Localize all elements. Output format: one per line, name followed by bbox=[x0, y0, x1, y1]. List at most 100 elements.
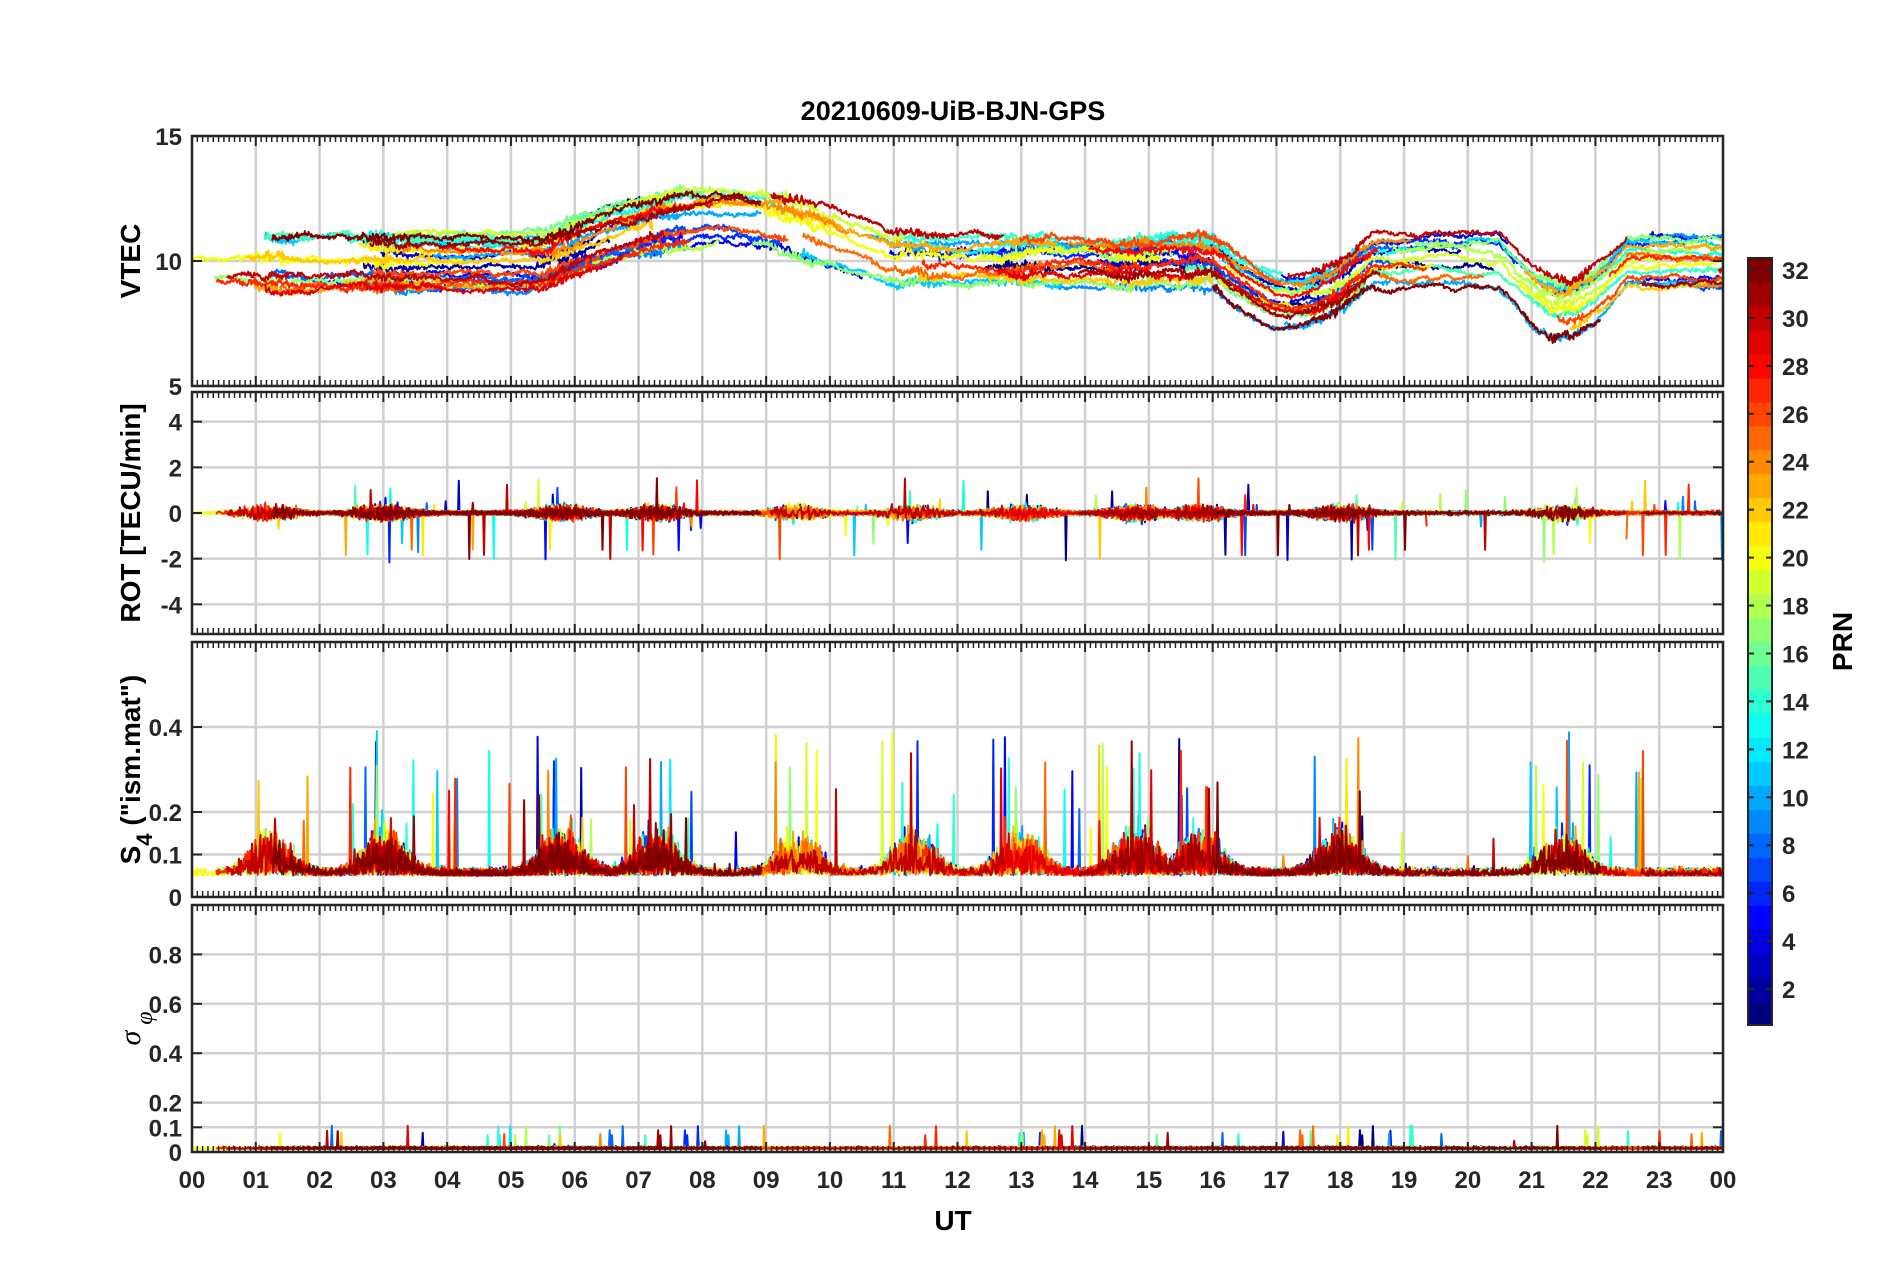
colorbar-segment-5 bbox=[1748, 905, 1772, 930]
sigma_phi-y-tick-label: 0.2 bbox=[149, 1091, 182, 1118]
rot-y-tick-label: 0 bbox=[169, 501, 182, 528]
prn-30-track bbox=[1287, 229, 1628, 287]
x-tick-label: 19 bbox=[1391, 1167, 1418, 1194]
colorbar-segment-1 bbox=[1748, 1001, 1772, 1026]
colorbar-label: PRN bbox=[1827, 612, 1858, 671]
colorbar-tick-label: 18 bbox=[1782, 594, 1809, 621]
colorbar-tick-label: 8 bbox=[1782, 833, 1795, 860]
prn-23-track bbox=[692, 1124, 1059, 1150]
prn-24-track bbox=[1689, 283, 1723, 289]
colorbar-segment-13 bbox=[1748, 713, 1772, 738]
sigma_phi-y-tick-label: 0.1 bbox=[149, 1115, 182, 1142]
prn-32-track bbox=[1211, 282, 1602, 345]
rot-y-tick-label: -2 bbox=[161, 547, 182, 574]
prn-32-track bbox=[1211, 781, 1602, 877]
x-tick-label: 00 bbox=[1710, 1167, 1737, 1194]
colorbar-segment-3 bbox=[1748, 953, 1772, 978]
colorbar-segment-19 bbox=[1748, 569, 1772, 595]
prn-26-track bbox=[1019, 228, 1283, 286]
x-tick-label: 06 bbox=[561, 1167, 588, 1194]
x-tick-label: 01 bbox=[242, 1167, 269, 1194]
prn-23-track bbox=[1523, 240, 1723, 298]
prn-19-track bbox=[1225, 761, 1693, 877]
s4-y-label: S4 ("ism.mat") bbox=[115, 675, 157, 865]
colorbar-segment-21 bbox=[1748, 521, 1772, 547]
prn-26-track bbox=[1556, 272, 1723, 326]
prn-31-track bbox=[1077, 503, 1381, 522]
rot-y-tick-label: -4 bbox=[161, 592, 183, 619]
x-tick-label: 23 bbox=[1646, 1167, 1673, 1194]
x-tick-label: 03 bbox=[370, 1167, 397, 1194]
colorbar-tick-label: 20 bbox=[1782, 546, 1809, 573]
rot-y-tick-label: 2 bbox=[169, 455, 182, 482]
prn-30-track bbox=[226, 483, 665, 560]
x-tick-label: 08 bbox=[689, 1167, 716, 1194]
colorbar-tick-label: 12 bbox=[1782, 737, 1809, 764]
x-tick-label: 05 bbox=[498, 1167, 525, 1194]
colorbar-segment-31 bbox=[1748, 281, 1772, 307]
prn-31-track bbox=[1077, 740, 1381, 877]
sigma-phi-y-label: σ φ bbox=[114, 1011, 158, 1045]
vtec-y-tick-label: 15 bbox=[155, 124, 182, 151]
prn-18-track bbox=[1392, 242, 1723, 304]
prn-32-track bbox=[270, 477, 761, 560]
colorbar-segment-9 bbox=[1748, 809, 1772, 834]
axes-layer bbox=[190, 134, 1725, 1154]
prn-10-track bbox=[431, 757, 762, 877]
chart-title: 20210609-UiB-BJN-GPS bbox=[801, 96, 1106, 126]
prn-30-track bbox=[770, 477, 1005, 520]
x-tick-label: 18 bbox=[1327, 1167, 1354, 1194]
prn-17-track bbox=[1413, 233, 1723, 291]
colorbar-segment-17 bbox=[1748, 617, 1772, 643]
x-tick-label: 14 bbox=[1072, 1167, 1099, 1194]
s4-y-tick-label: 0.2 bbox=[149, 800, 182, 827]
prn-28-track bbox=[440, 201, 714, 258]
data-layer bbox=[192, 184, 1723, 1150]
x-tick-label: 17 bbox=[1263, 1167, 1290, 1194]
prn-30-track bbox=[226, 758, 665, 877]
x-tick-label: 00 bbox=[179, 1167, 206, 1194]
s4-y-tick-label: 0 bbox=[169, 885, 182, 912]
x-tick-label: 22 bbox=[1582, 1167, 1609, 1194]
prn-31-track bbox=[1640, 278, 1723, 290]
prn-31-track bbox=[1640, 866, 1723, 877]
prn-30-track bbox=[770, 752, 1005, 877]
s4-series bbox=[192, 730, 1723, 877]
prn-32-track bbox=[1212, 1124, 1602, 1150]
prn-29-track bbox=[264, 254, 624, 297]
vtec-series bbox=[193, 184, 1723, 345]
prn-17-track bbox=[751, 240, 1202, 294]
prn-32-track bbox=[271, 190, 762, 244]
colorbar-tick-label: 24 bbox=[1782, 450, 1809, 477]
colorbar-tick-label: 14 bbox=[1782, 689, 1809, 716]
rot-series bbox=[193, 477, 1723, 564]
colorbar-segment-25 bbox=[1748, 425, 1772, 451]
prn-25-track bbox=[1250, 1125, 1485, 1150]
x-tick-label: 07 bbox=[625, 1167, 652, 1194]
s4-y-tick-label: 0.1 bbox=[149, 843, 182, 870]
vtec-y-tick-label: 10 bbox=[155, 249, 182, 276]
colorbar-tick-label: 22 bbox=[1782, 498, 1809, 525]
x-tick-label: 16 bbox=[1199, 1167, 1226, 1194]
s4-y-tick-label: 0.4 bbox=[149, 715, 183, 742]
colorbar-frame bbox=[1747, 257, 1773, 1026]
colorbar-tick-label: 10 bbox=[1782, 785, 1809, 812]
prn-17-track bbox=[1414, 489, 1723, 563]
x-tick-label: 15 bbox=[1136, 1167, 1163, 1194]
x-tick-label: 21 bbox=[1518, 1167, 1545, 1194]
x-tick-label: 11 bbox=[881, 1167, 906, 1194]
prn-23-track bbox=[253, 275, 553, 296]
x-tick-label: 20 bbox=[1454, 1167, 1481, 1194]
prn-31-track bbox=[369, 194, 762, 251]
prn-26-track bbox=[372, 486, 789, 561]
colorbar-tick-label: 30 bbox=[1782, 306, 1809, 333]
prn-10-track bbox=[432, 1125, 762, 1150]
prn-30-track bbox=[770, 1145, 1005, 1150]
x-tick-label: 10 bbox=[817, 1167, 844, 1194]
rot-y-label: ROT [TECU/min] bbox=[115, 403, 146, 622]
colorbar-segment-23 bbox=[1748, 473, 1772, 499]
prn-30-track bbox=[226, 229, 665, 288]
